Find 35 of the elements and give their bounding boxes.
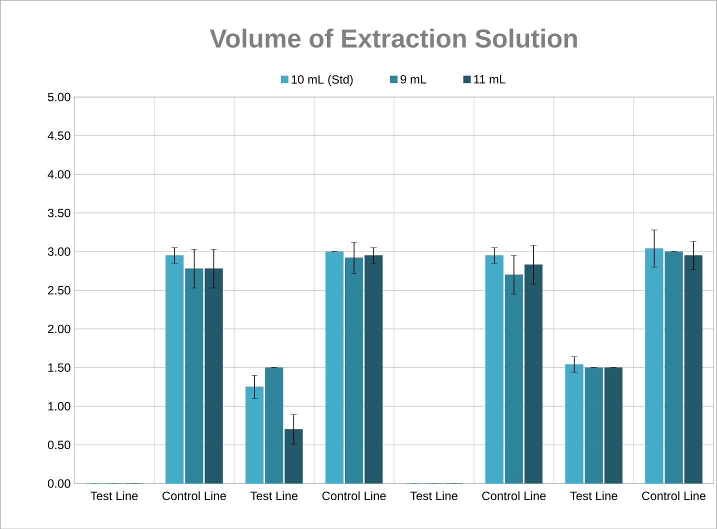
y-tick-label: 4.00 xyxy=(48,170,70,178)
x-tick-label: Test Line xyxy=(90,491,138,500)
y-tick-label: 1.50 xyxy=(48,363,70,372)
x-tick-label: Control Line xyxy=(162,491,226,500)
chart-title: Volume of Extraction Solution xyxy=(210,28,577,48)
bar xyxy=(364,255,383,484)
legend-label: 9 mL xyxy=(400,74,426,84)
bar xyxy=(246,386,264,484)
bar xyxy=(485,255,504,484)
y-tick-label: 2.50 xyxy=(48,286,70,294)
bar xyxy=(524,264,543,484)
bar xyxy=(325,251,344,484)
bar xyxy=(204,268,223,484)
y-tick-label: 3.50 xyxy=(48,208,70,218)
bar xyxy=(645,248,664,484)
x-tick-label: Test Line xyxy=(250,491,298,500)
bar xyxy=(565,364,584,484)
y-tick-label: 5.00 xyxy=(48,92,70,102)
bar xyxy=(166,255,184,484)
x-tick-label: Control Line xyxy=(642,491,706,500)
legend-label: 11 mL xyxy=(474,74,506,84)
y-tick-label: 4.50 xyxy=(48,131,70,140)
x-tick-label: Control Line xyxy=(482,491,546,500)
y-tick-label: 3.00 xyxy=(48,247,70,256)
y-tick-label: 0.00 xyxy=(48,479,70,488)
legend-label: 10 mL (Std) xyxy=(292,74,353,86)
bar xyxy=(604,367,622,484)
bar xyxy=(284,428,303,484)
x-tick-label: Test Line xyxy=(410,491,458,500)
y-tick-label: 1.00 xyxy=(48,402,70,410)
x-tick-label: Control Line xyxy=(322,491,386,500)
y-tick-label: 0.50 xyxy=(48,440,70,449)
y-tick-label: 2.00 xyxy=(48,324,70,333)
x-tick-label: Test Line xyxy=(570,491,618,500)
bar xyxy=(684,255,702,484)
